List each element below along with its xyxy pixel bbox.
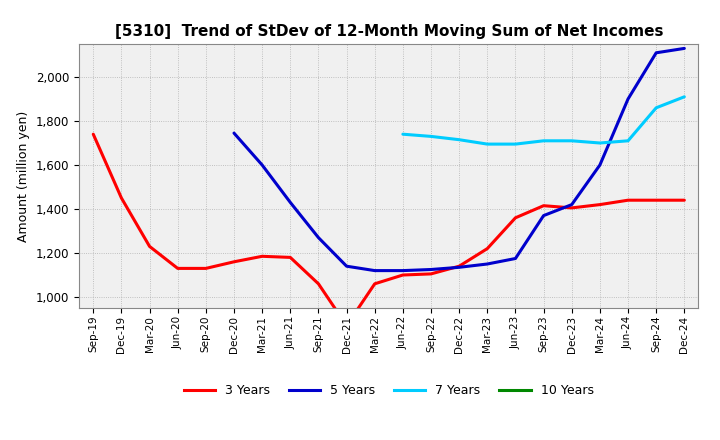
5 Years: [258, 162, 266, 168]
5 Years: [680, 46, 688, 51]
5 Years: [427, 267, 436, 272]
3 Years: [455, 264, 464, 269]
Title: [5310]  Trend of StDev of 12-Month Moving Sum of Net Incomes: [5310] Trend of StDev of 12-Month Moving…: [114, 24, 663, 39]
5 Years: [286, 200, 294, 205]
3 Years: [680, 198, 688, 203]
5 Years: [652, 50, 660, 55]
3 Years: [258, 253, 266, 259]
3 Years: [567, 205, 576, 210]
7 Years: [511, 141, 520, 147]
7 Years: [399, 132, 408, 137]
5 Years: [455, 264, 464, 270]
3 Years: [286, 255, 294, 260]
5 Years: [624, 96, 632, 102]
5 Years: [483, 261, 492, 267]
3 Years: [370, 281, 379, 286]
5 Years: [539, 213, 548, 218]
5 Years: [595, 162, 604, 168]
5 Years: [511, 256, 520, 261]
3 Years: [89, 132, 98, 137]
7 Years: [680, 94, 688, 99]
3 Years: [483, 246, 492, 251]
3 Years: [342, 323, 351, 328]
3 Years: [624, 198, 632, 203]
7 Years: [624, 138, 632, 143]
5 Years: [314, 235, 323, 240]
7 Years: [539, 138, 548, 143]
Line: 3 Years: 3 Years: [94, 134, 684, 326]
3 Years: [117, 195, 126, 201]
5 Years: [567, 202, 576, 207]
3 Years: [314, 281, 323, 286]
3 Years: [230, 259, 238, 264]
7 Years: [427, 134, 436, 139]
3 Years: [652, 198, 660, 203]
7 Years: [483, 141, 492, 147]
3 Years: [174, 266, 182, 271]
3 Years: [595, 202, 604, 207]
3 Years: [399, 272, 408, 278]
Line: 7 Years: 7 Years: [403, 97, 684, 144]
3 Years: [511, 215, 520, 220]
7 Years: [455, 137, 464, 142]
5 Years: [370, 268, 379, 273]
Legend: 3 Years, 5 Years, 7 Years, 10 Years: 3 Years, 5 Years, 7 Years, 10 Years: [179, 379, 598, 402]
3 Years: [202, 266, 210, 271]
7 Years: [567, 138, 576, 143]
Line: 5 Years: 5 Years: [234, 48, 684, 271]
3 Years: [145, 244, 154, 249]
7 Years: [652, 105, 660, 110]
5 Years: [342, 264, 351, 269]
3 Years: [427, 271, 436, 277]
Y-axis label: Amount (million yen): Amount (million yen): [17, 110, 30, 242]
7 Years: [595, 140, 604, 146]
5 Years: [399, 268, 408, 273]
3 Years: [539, 203, 548, 209]
5 Years: [230, 130, 238, 136]
